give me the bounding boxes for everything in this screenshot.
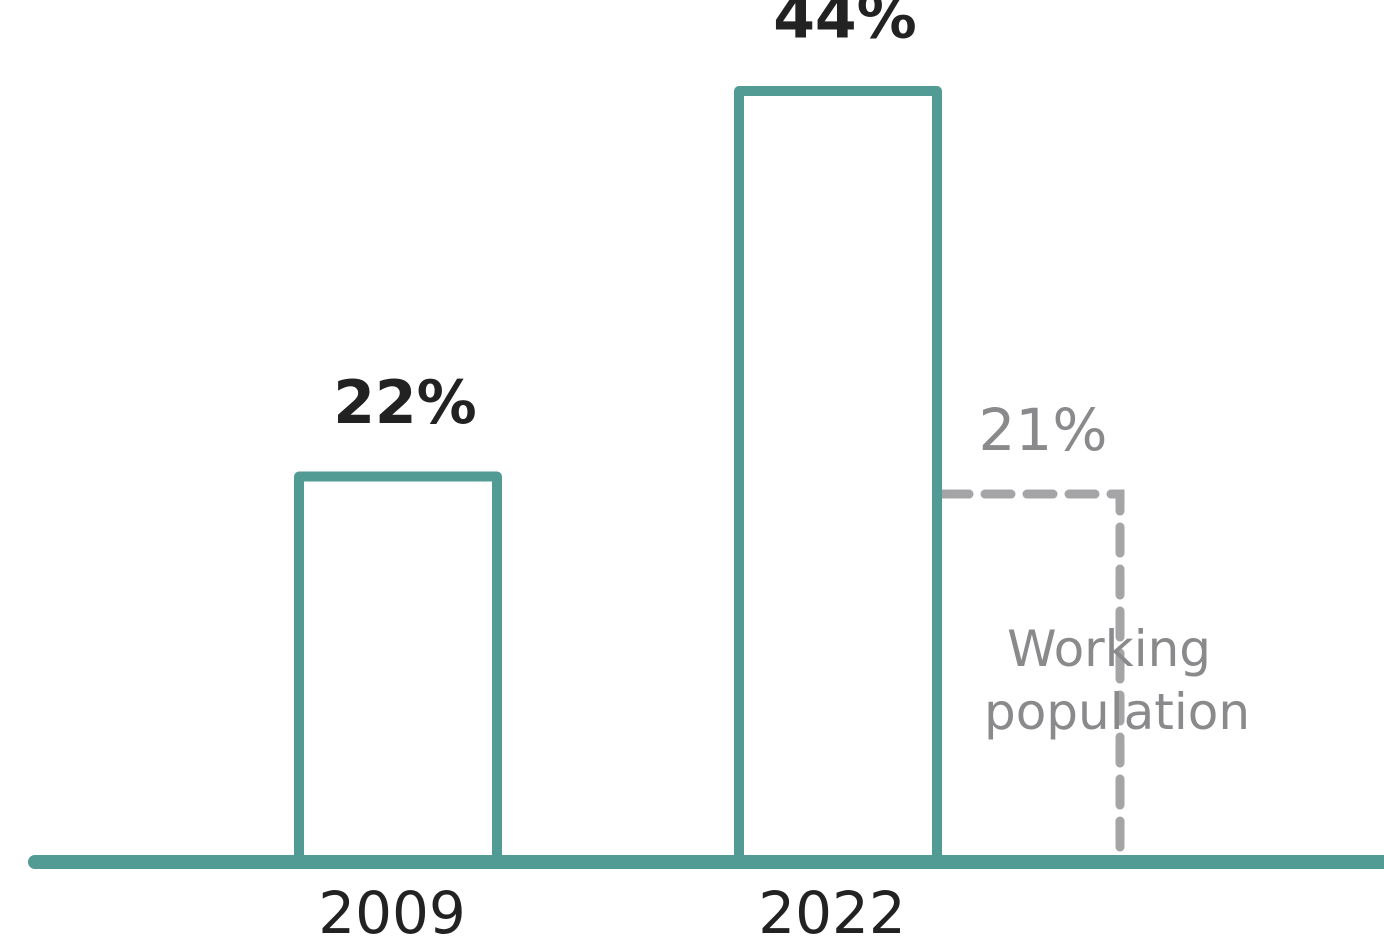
bar [734, 86, 942, 862]
x-tick-label: 2009 [318, 879, 466, 947]
bar [294, 471, 502, 862]
value-label: 22% [333, 368, 477, 438]
reference-label: Working population [984, 620, 1250, 741]
reference-value-label: 21% [979, 396, 1108, 464]
reference-outline [938, 489, 1125, 861]
value-label: 44% [773, 0, 917, 53]
x-tick-label: 2022 [758, 879, 906, 947]
